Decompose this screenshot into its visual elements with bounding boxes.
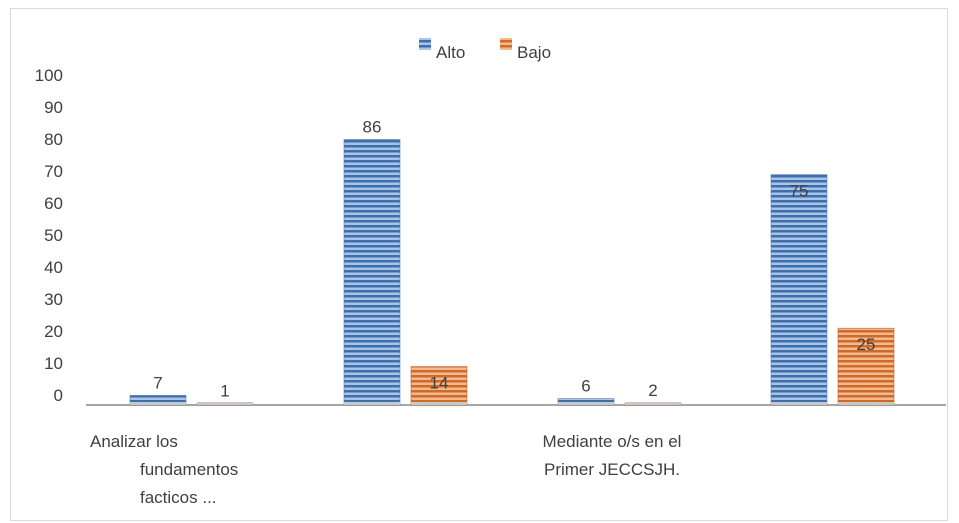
- legend-label-bajo: Bajo: [517, 43, 551, 62]
- y-tick-label: 100: [35, 66, 63, 85]
- legend-swatch-bajo: [500, 38, 512, 50]
- category-label: Analizar los: [90, 432, 178, 451]
- data-label: 2: [648, 381, 657, 400]
- data-label: 25: [857, 335, 876, 354]
- y-tick-label: 60: [44, 194, 63, 213]
- bar-alto: [343, 139, 401, 406]
- y-axis: 0 10 20 30 40 50 60 70 80 90 100: [35, 66, 63, 405]
- bar-base: [130, 402, 186, 405]
- category-label: Primer JECCSJH.: [544, 460, 680, 479]
- bar-base: [344, 402, 400, 405]
- y-tick-label: 10: [44, 354, 63, 373]
- bar-base: [771, 402, 827, 405]
- data-label: 86: [363, 117, 382, 136]
- x-axis-labels: Analizar los fundamentos facticos ... Media…: [90, 432, 681, 507]
- bar-alto: [770, 174, 828, 406]
- plot-area: 7 86 6 75 1 14 2 25: [86, 117, 946, 406]
- legend-swatch-alto: [419, 38, 431, 50]
- data-label: 75: [790, 182, 809, 201]
- y-tick-label: 40: [44, 258, 63, 277]
- bar-base: [197, 402, 253, 405]
- bar-base: [558, 402, 614, 405]
- category-label: Mediante o/s en el: [543, 432, 682, 451]
- data-label: 1: [220, 382, 229, 401]
- category-label: fundamentos: [140, 460, 238, 479]
- bar-base: [625, 402, 681, 405]
- y-tick-label: 20: [44, 322, 63, 341]
- data-label: 14: [430, 374, 449, 393]
- y-tick-label: 50: [44, 226, 63, 245]
- bar-base: [838, 402, 894, 405]
- bar-base: [411, 402, 467, 405]
- y-tick-label: 90: [44, 98, 63, 117]
- data-label: 6: [581, 377, 590, 396]
- data-label: 7: [153, 373, 162, 392]
- legend-label-alto: Alto: [436, 43, 465, 62]
- category-label: facticos ...: [140, 488, 217, 507]
- y-tick-label: 0: [54, 386, 63, 405]
- y-tick-label: 80: [44, 130, 63, 149]
- legend: Alto Bajo: [419, 38, 551, 62]
- bar-bajo: [837, 327, 895, 406]
- y-tick-label: 30: [44, 290, 63, 309]
- y-tick-label: 70: [44, 162, 63, 181]
- bar-bajo: [410, 366, 468, 406]
